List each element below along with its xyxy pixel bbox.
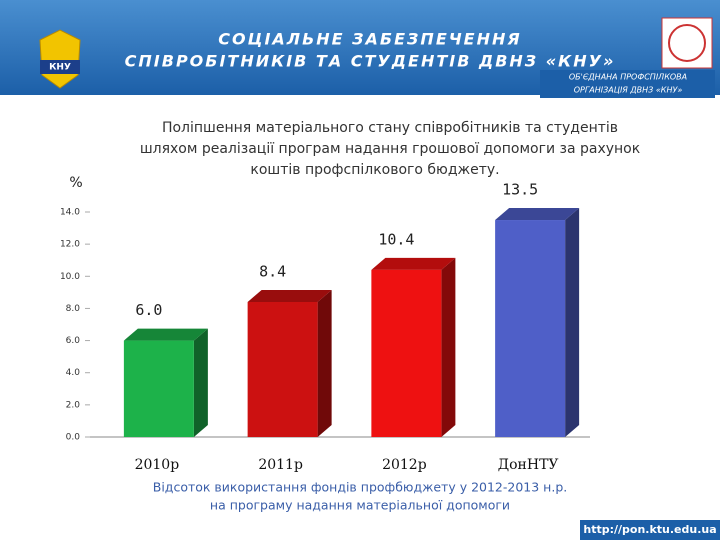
union-logo-ring: [668, 24, 706, 62]
org-name: ОРГАНІЗАЦІЯ ДВНЗ «КНУ»: [574, 86, 683, 95]
header-title: СПІВРОБІТНИКІВ ТА СТУДЕНТІВ ДВНЗ «КНУ»: [125, 52, 616, 71]
chart-caption: на програму надання матеріальної допомог…: [210, 498, 510, 513]
bar: [247, 302, 318, 437]
org-box: [540, 70, 715, 98]
bar: [371, 269, 442, 437]
y-tick-label: 0.0: [66, 433, 81, 443]
header-title: СОЦІАЛЬНЕ ЗАБЕЗПЕЧЕННЯ: [218, 30, 521, 49]
bar-side: [565, 208, 580, 437]
logo-text: КНУ: [49, 63, 71, 73]
bar: [495, 220, 566, 437]
y-tick-label: 6.0: [66, 336, 81, 346]
bar: [123, 340, 194, 437]
bar-side: [317, 290, 332, 437]
data-label: 10.4: [378, 230, 414, 248]
x-tick-label: 2010р: [135, 457, 180, 473]
bar-side: [193, 328, 208, 437]
y-tick-label: 12.0: [60, 240, 80, 250]
y-tick-label: 2.0: [66, 400, 81, 410]
bar-top: [247, 290, 332, 302]
logo-band: [40, 60, 80, 74]
chart-title: Поліпшення матеріального стану співробіт…: [162, 120, 618, 136]
x-tick-label: 2012р: [382, 457, 427, 473]
y-tick-label: 4.0: [66, 368, 81, 378]
bar-side: [441, 257, 456, 437]
chart-caption: Відсоток використання фондів профбюджету…: [153, 480, 567, 495]
union-logo: [661, 17, 713, 69]
chart-title: коштів профспілкового бюджету.: [250, 162, 499, 178]
footer-box: [580, 520, 720, 540]
y-tick-label: 14.0: [60, 208, 80, 218]
data-label: 8.4: [259, 263, 286, 281]
chart-title: шляхом реалізації програм надання грошов…: [140, 141, 640, 157]
y-axis-label: %: [69, 175, 82, 191]
data-label: 6.0: [135, 301, 162, 319]
bar-top: [123, 328, 208, 341]
x-tick-label: 2011р: [258, 457, 303, 473]
footer-url: http://pon.ktu.edu.ua: [583, 523, 716, 536]
bar-top: [371, 257, 456, 270]
y-tick-label: 8.0: [66, 304, 81, 314]
y-tick-label: 10.0: [60, 272, 80, 282]
x-tick-label: ДонНТУ: [498, 457, 559, 473]
bar-top: [495, 208, 580, 221]
org-name: ОБ'ЄДНАНА ПРОФСПІЛКОВА: [569, 73, 687, 82]
data-label: 13.5: [502, 181, 538, 199]
